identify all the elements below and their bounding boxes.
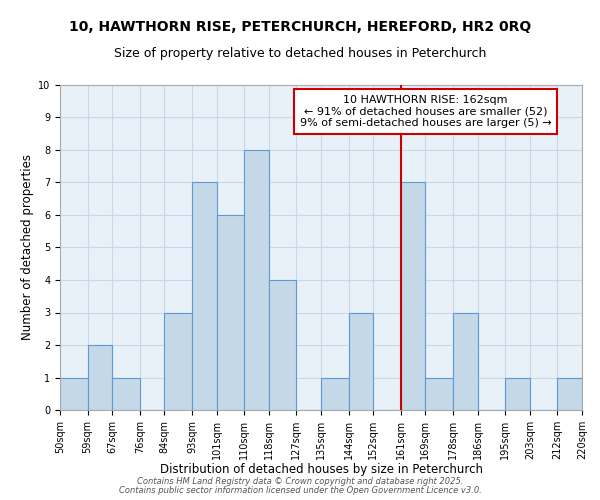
Bar	[164, 312, 192, 410]
Bar	[269, 280, 296, 410]
Bar	[217, 215, 244, 410]
Bar	[505, 378, 530, 410]
Bar	[321, 378, 349, 410]
Y-axis label: Number of detached properties: Number of detached properties	[21, 154, 34, 340]
Bar	[112, 378, 140, 410]
Bar	[453, 312, 478, 410]
Bar	[88, 345, 112, 410]
Text: 10 HAWTHORN RISE: 162sqm
← 91% of detached houses are smaller (52)
9% of semi-de: 10 HAWTHORN RISE: 162sqm ← 91% of detach…	[299, 94, 551, 128]
Text: Contains HM Land Registry data © Crown copyright and database right 2025.: Contains HM Land Registry data © Crown c…	[137, 477, 463, 486]
Bar	[60, 378, 88, 410]
Text: 10, HAWTHORN RISE, PETERCHURCH, HEREFORD, HR2 0RQ: 10, HAWTHORN RISE, PETERCHURCH, HEREFORD…	[69, 20, 531, 34]
X-axis label: Distribution of detached houses by size in Peterchurch: Distribution of detached houses by size …	[160, 464, 482, 476]
Bar	[349, 312, 373, 410]
Bar	[192, 182, 217, 410]
Bar	[557, 378, 582, 410]
Bar	[425, 378, 453, 410]
Bar	[244, 150, 269, 410]
Text: Size of property relative to detached houses in Peterchurch: Size of property relative to detached ho…	[114, 48, 486, 60]
Bar	[401, 182, 425, 410]
Text: Contains public sector information licensed under the Open Government Licence v3: Contains public sector information licen…	[119, 486, 481, 495]
